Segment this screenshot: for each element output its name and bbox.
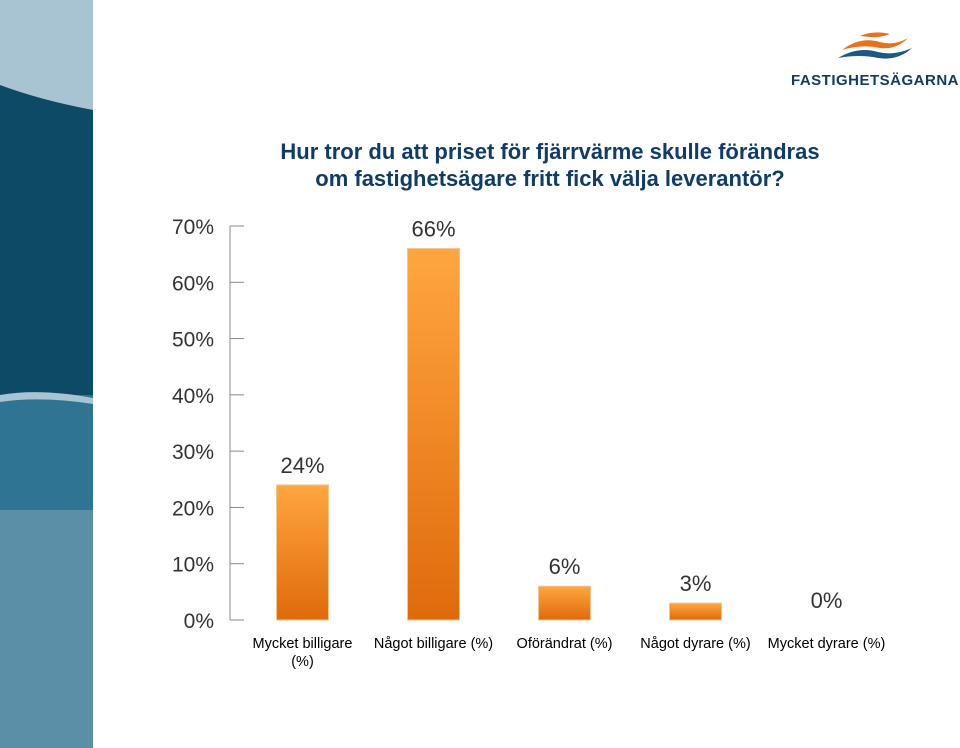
y-tick-label: 50% [172, 329, 214, 352]
logo-text: FASTIGHETSÄGARNA [790, 72, 959, 89]
y-tick-label: 20% [172, 497, 214, 520]
y-tick-label: 60% [172, 272, 214, 295]
data-label: 3% [680, 571, 712, 596]
chart-title: Hur tror du att priset för fjärrvärme sk… [200, 138, 900, 192]
logo-wave-orange-small [860, 32, 890, 38]
y-tick-label: 0% [184, 610, 214, 633]
bar [407, 248, 460, 621]
bar [276, 484, 329, 621]
y-tick-label: 30% [172, 441, 214, 464]
sidebar-band-mid [0, 395, 93, 515]
data-label: 66% [411, 217, 455, 242]
chart-title-line-1: Hur tror du att priset för fjärrvärme sk… [280, 139, 820, 164]
bar [538, 585, 591, 621]
category-label: Mycket dyrare (%) [768, 636, 886, 652]
data-label: 6% [549, 554, 581, 579]
data-label: 24% [280, 453, 324, 478]
bar [669, 602, 722, 621]
sidebar-decoration [0, 0, 93, 748]
logo-wave-orange [842, 38, 908, 50]
sidebar-band-light [0, 510, 93, 748]
category-label: Oförändrat (%) [517, 636, 613, 652]
category-label: Något dyrare (%) [640, 636, 750, 652]
category-label: (%) [291, 654, 314, 670]
y-tick-label: 10% [172, 554, 214, 577]
sidebar-band-pale [0, 0, 93, 110]
sidebar-band-pale-lower [0, 392, 93, 404]
waves-logo-icon [838, 32, 912, 59]
chart-title-line-2: om fastighetsägare fritt fick välja leve… [315, 166, 785, 191]
y-tick-label: 40% [172, 385, 214, 408]
y-tick-label: 70% [172, 216, 214, 239]
category-label: Mycket billigare [253, 636, 353, 652]
data-label: 0% [811, 588, 843, 613]
category-label: Något billigare (%) [374, 636, 493, 652]
logo-wave-blue [838, 48, 912, 59]
fastighetsagarna-logo: FASTIGHETSÄGARNA [790, 28, 960, 92]
